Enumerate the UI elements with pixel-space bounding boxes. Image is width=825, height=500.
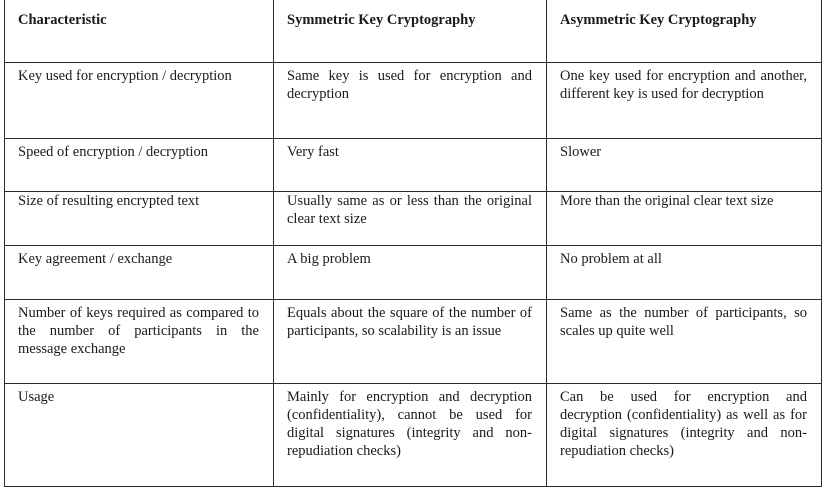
table-row: Size of resulting encrypted text Usually… (4, 191, 822, 246)
cell-asymmetric: More than the original clear text size (546, 191, 822, 246)
header-asymmetric: Asymmetric Key Cryptography (546, 0, 822, 63)
cell-symmetric: A big problem (273, 245, 547, 300)
cell-characteristic: Key used for encryption / decryption (4, 62, 274, 139)
cell-characteristic: Usage (4, 383, 274, 487)
cell-asymmetric: One key used for encryption and another,… (546, 62, 822, 139)
cell-symmetric: Same key is used for encryption and decr… (273, 62, 547, 139)
cell-symmetric: Usually same as or less than the origina… (273, 191, 547, 246)
table-body: Key used for encryption / decryption Sam… (4, 62, 822, 487)
cell-symmetric: Mainly for encryption and decryption (co… (273, 383, 547, 487)
cell-characteristic: Size of resulting encrypted text (4, 191, 274, 246)
header-symmetric: Symmetric Key Cryptography (273, 0, 547, 63)
cell-characteristic: Key agreement / exchange (4, 245, 274, 300)
cell-asymmetric: Same as the number of participants, so s… (546, 299, 822, 384)
table-header: Characteristic Symmetric Key Cryptograph… (4, 0, 822, 63)
cell-symmetric: Equals about the square of the number of… (273, 299, 547, 384)
cell-asymmetric: Can be used for encryption and decryptio… (546, 383, 822, 487)
table-row: Speed of encryption / decryption Very fa… (4, 138, 822, 192)
cell-characteristic: Speed of encryption / decryption (4, 138, 274, 192)
header-row: Characteristic Symmetric Key Cryptograph… (4, 0, 822, 63)
table-row: Key used for encryption / decryption Sam… (4, 62, 822, 139)
cell-characteristic: Number of keys required as compared to t… (4, 299, 274, 384)
header-characteristic: Characteristic (4, 0, 274, 63)
table-row: Usage Mainly for encryption and decrypti… (4, 383, 822, 487)
cell-symmetric: Very fast (273, 138, 547, 192)
comparison-table: Characteristic Symmetric Key Cryptograph… (4, 0, 822, 487)
cell-asymmetric: Slower (546, 138, 822, 192)
table-row: Number of keys required as compared to t… (4, 299, 822, 384)
cell-asymmetric: No problem at all (546, 245, 822, 300)
table-row: Key agreement / exchange A big problem N… (4, 245, 822, 300)
